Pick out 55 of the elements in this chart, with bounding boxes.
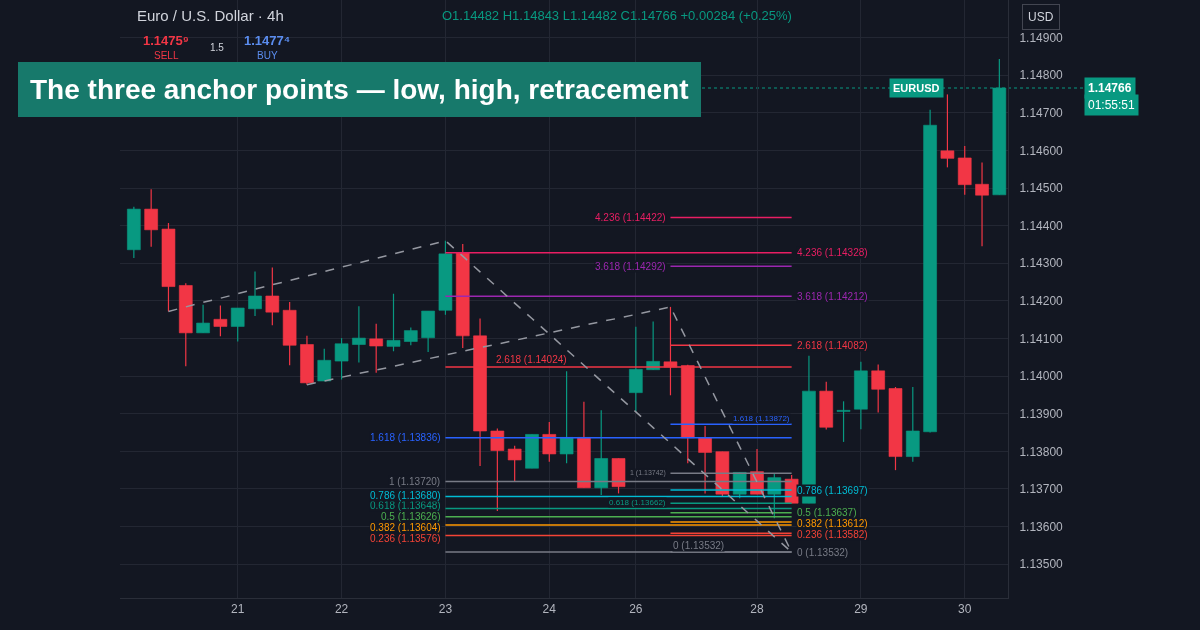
y-tick-label: 1.14300 [1019,256,1064,271]
y-tick-label: 1.13800 [1019,444,1064,459]
text: USD [1028,10,1054,24]
x-tick-label: 21 [231,602,245,617]
series-label: 0.5 (1.13626) [381,511,441,522]
ref-line-label: 1.14766 [1088,81,1132,95]
y-tick-label: 1.14600 [1019,143,1064,158]
annotation: SELL [154,50,179,61]
series-label: 3.618 (1.14292) [595,261,666,272]
series-label: 0.786 (1.13697) [797,485,868,496]
y-tick-label: 1.13700 [1019,482,1064,497]
series-label: 0.236 (1.13576) [370,533,441,544]
series-label: 0.236 (1.13582) [797,529,868,540]
annotation: O1.14482 H1.14843 L1.14482 C1.14766 +0.00284 (+0.25%) [442,8,792,23]
series-label: 1.618 (1.13872) [733,414,790,423]
annotation: 1.1477⁴ [244,33,291,48]
x-tick-label: 24 [542,602,557,617]
annotation: BUY [257,50,278,61]
series-label: 1 (1.13720) [389,476,441,487]
series-label: 0 (1.13532) [673,540,725,551]
series-label: 2.618 (1.14082) [797,340,868,351]
series-label: 3.618 (1.14212) [797,291,868,302]
annotation: 1.5 [210,42,225,53]
series-label: 0.5 (1.13637) [797,507,857,518]
x-tick-label: 26 [629,602,643,617]
series-label: 0.382 (1.13604) [370,522,441,533]
y-tick-label: 1.13900 [1019,406,1064,421]
text: The three anchor points — low, high, retracement [30,74,689,105]
series-label: 4.236 (1.14422) [595,212,666,223]
series-label: 0.786 (1.13680) [370,490,441,501]
annotation: EURUSD [893,82,940,94]
x-tick-label: 30 [958,602,972,617]
series-label: 0.618 (1.13662) [609,498,666,507]
annotation: Euro / U.S. Dollar · 4h [137,7,284,24]
y-tick-label: 1.14800 [1019,68,1064,83]
x-tick-label: 29 [854,602,868,617]
y-tick-label: 1.14700 [1019,106,1064,121]
y-tick-label: 1.13500 [1019,557,1064,572]
y-tick-label: 1.14000 [1019,369,1064,384]
series-label: 0 (1.13532) [797,547,849,558]
y-tick-label: 1.14500 [1019,181,1064,196]
x-tick-label: 23 [438,602,453,617]
series-label: 2.618 (1.14024) [496,354,567,365]
series-label: 0.382 (1.13612) [797,518,868,529]
y-tick-label: 1.14900 [1019,30,1064,45]
annotation: 1.1475⁹ [143,33,189,48]
text: 01:55:51 [1088,98,1136,112]
y-tick-label: 1.14200 [1019,294,1064,309]
y-tick-label: 1.14400 [1019,218,1064,233]
y-tick-label: 1.13600 [1019,519,1064,534]
x-tick-label: 28 [750,602,764,617]
series-label: 4.236 (1.14328) [797,247,868,258]
series-label: 1.618 (1.13836) [370,432,441,443]
x-tick-label: 22 [334,602,349,617]
y-tick-label: 1.14100 [1019,331,1064,346]
